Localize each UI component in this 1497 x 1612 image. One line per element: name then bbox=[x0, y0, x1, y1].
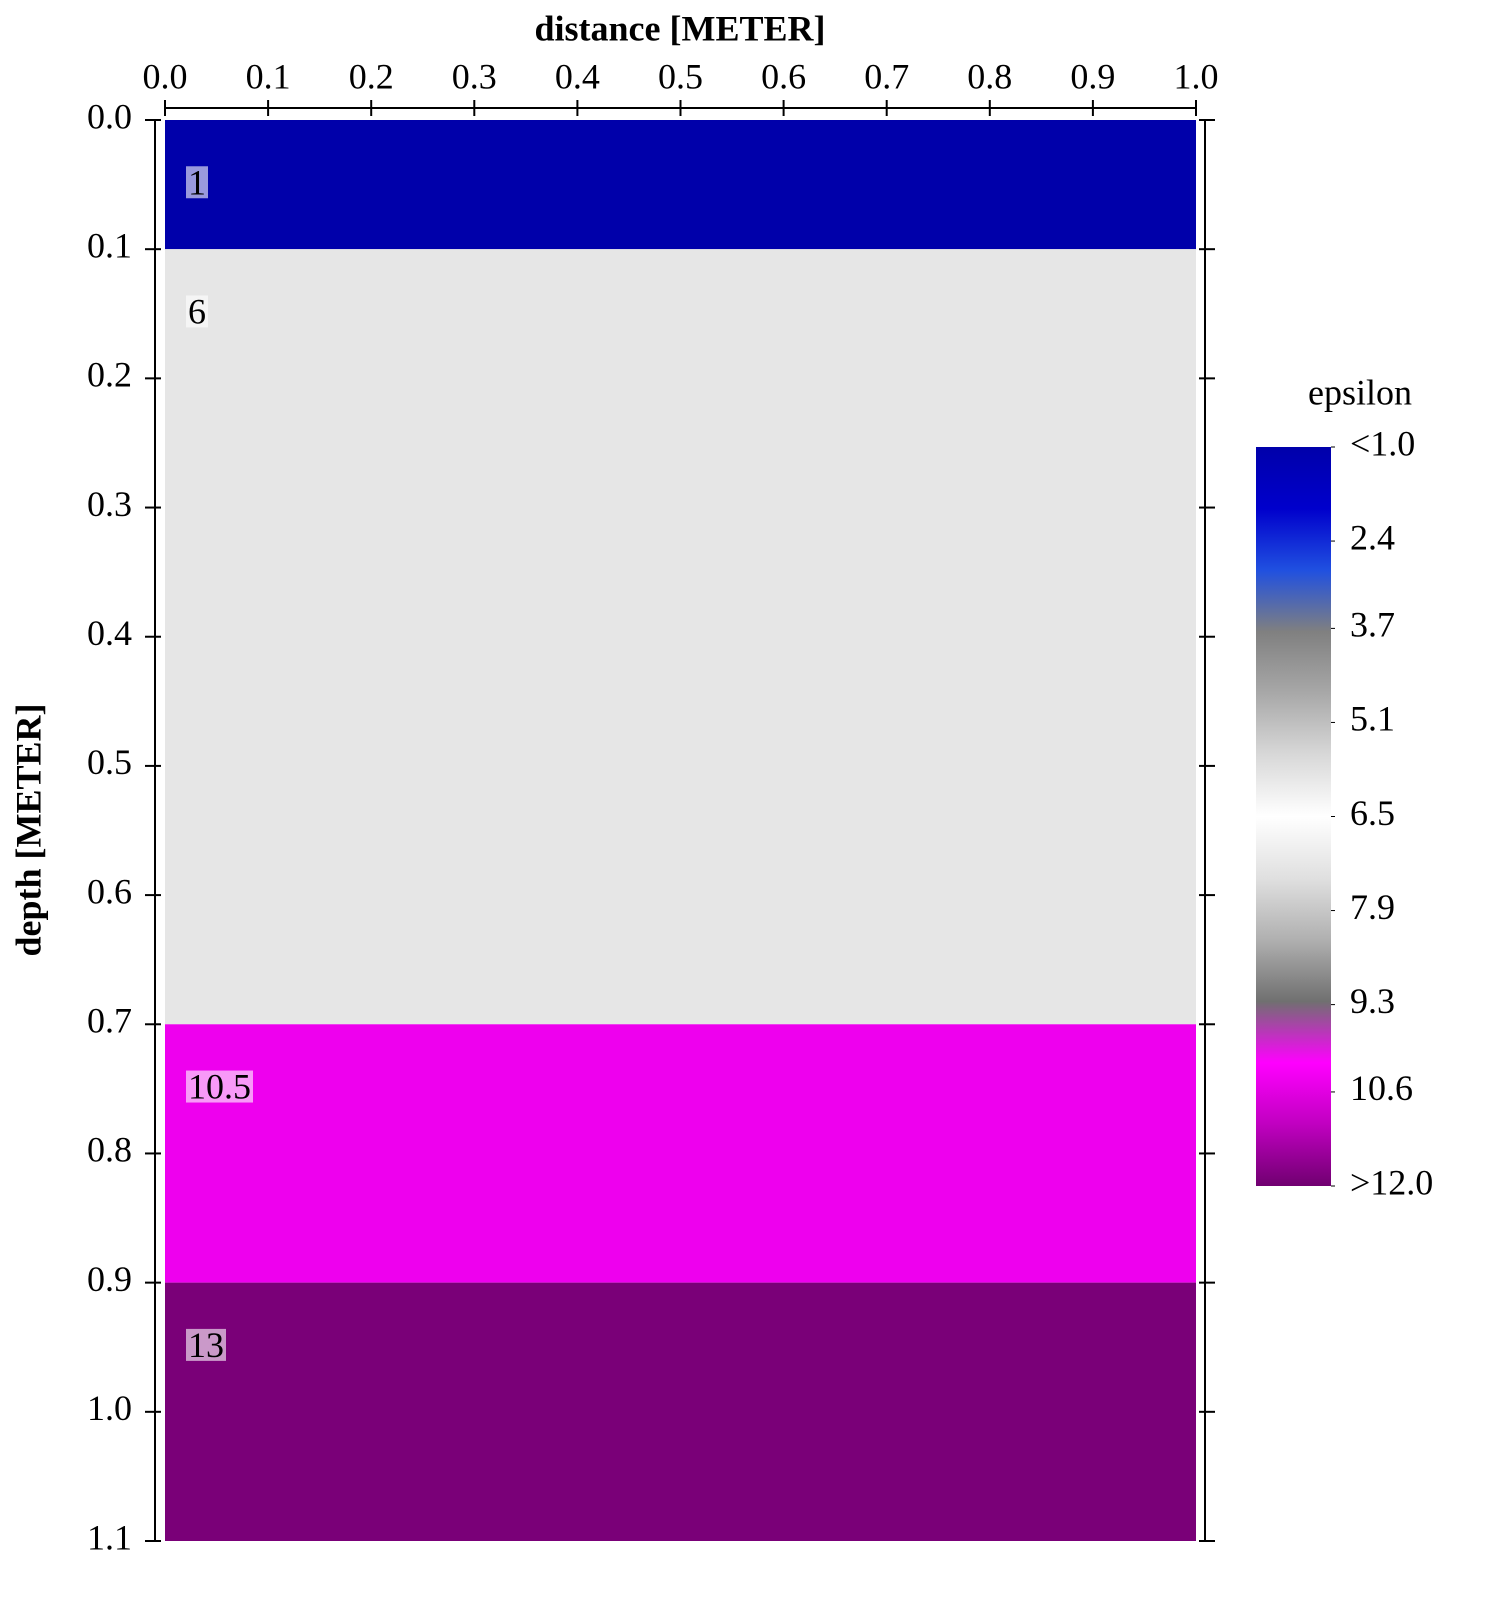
x-tick-label: 0.0 bbox=[143, 56, 188, 96]
x-tick-label: 0.8 bbox=[967, 56, 1012, 96]
x-tick-label: 0.7 bbox=[864, 56, 909, 96]
y-tick-label: 0.1 bbox=[87, 225, 132, 265]
y-tick-label: 0.2 bbox=[87, 355, 132, 395]
y-tick-label: 0.9 bbox=[87, 1259, 132, 1299]
y-tick-label: 1.1 bbox=[87, 1517, 132, 1557]
x-tick-label: 0.2 bbox=[349, 56, 394, 96]
layer-label-bg bbox=[186, 166, 208, 199]
y-tick-label: 0.7 bbox=[87, 1001, 132, 1041]
x-tick-label: 0.3 bbox=[452, 56, 497, 96]
colorbar-tick-label: 3.7 bbox=[1350, 605, 1395, 645]
colorbar-tick-label: 2.4 bbox=[1350, 517, 1395, 557]
y-tick-label: 0.4 bbox=[87, 613, 132, 653]
layer-label-bg bbox=[186, 1328, 226, 1361]
layer-label: 1 bbox=[188, 162, 206, 202]
x-tick-label: 0.9 bbox=[1070, 56, 1115, 96]
layer-label: 10.5 bbox=[188, 1067, 251, 1107]
layer-label-bg bbox=[186, 295, 208, 328]
colorbar-tick-label: 7.9 bbox=[1350, 887, 1395, 927]
layer bbox=[165, 120, 1196, 250]
y-tick-label: 0.6 bbox=[87, 871, 132, 911]
x-tick-label: 1.0 bbox=[1174, 56, 1219, 96]
colorbar-tick-label: <1.0 bbox=[1350, 423, 1415, 463]
layer-label: 13 bbox=[188, 1325, 224, 1365]
colorbar-title: epsilon bbox=[1308, 372, 1412, 412]
y-tick-label: 1.0 bbox=[87, 1388, 132, 1428]
x-tick-label: 0.4 bbox=[555, 56, 600, 96]
y-axis-title: depth [METER] bbox=[8, 703, 48, 956]
layer bbox=[165, 249, 1196, 1025]
y-tick-label: 0.8 bbox=[87, 1130, 132, 1170]
x-tick-label: 0.6 bbox=[761, 56, 806, 96]
x-axis-title: distance [METER] bbox=[535, 8, 826, 48]
y-tick-label: 0.0 bbox=[87, 96, 132, 136]
layer bbox=[165, 1024, 1196, 1283]
layer bbox=[165, 1282, 1196, 1541]
y-tick-label: 0.3 bbox=[87, 484, 132, 524]
colorbar-tick-label: 9.3 bbox=[1350, 981, 1395, 1021]
colorbar-tick-label: 10.6 bbox=[1350, 1068, 1413, 1108]
layer-label-bg bbox=[186, 1070, 253, 1103]
colorbar-tick-label: 5.1 bbox=[1350, 699, 1395, 739]
colorbar-tick-label: >12.0 bbox=[1350, 1162, 1433, 1202]
x-tick-label: 0.1 bbox=[246, 56, 291, 96]
colorbar-tick-label: 6.5 bbox=[1350, 793, 1395, 833]
y-tick-label: 0.5 bbox=[87, 742, 132, 782]
colorbar bbox=[1256, 447, 1331, 1186]
x-tick-label: 0.5 bbox=[658, 56, 703, 96]
layer-label: 6 bbox=[188, 291, 206, 331]
